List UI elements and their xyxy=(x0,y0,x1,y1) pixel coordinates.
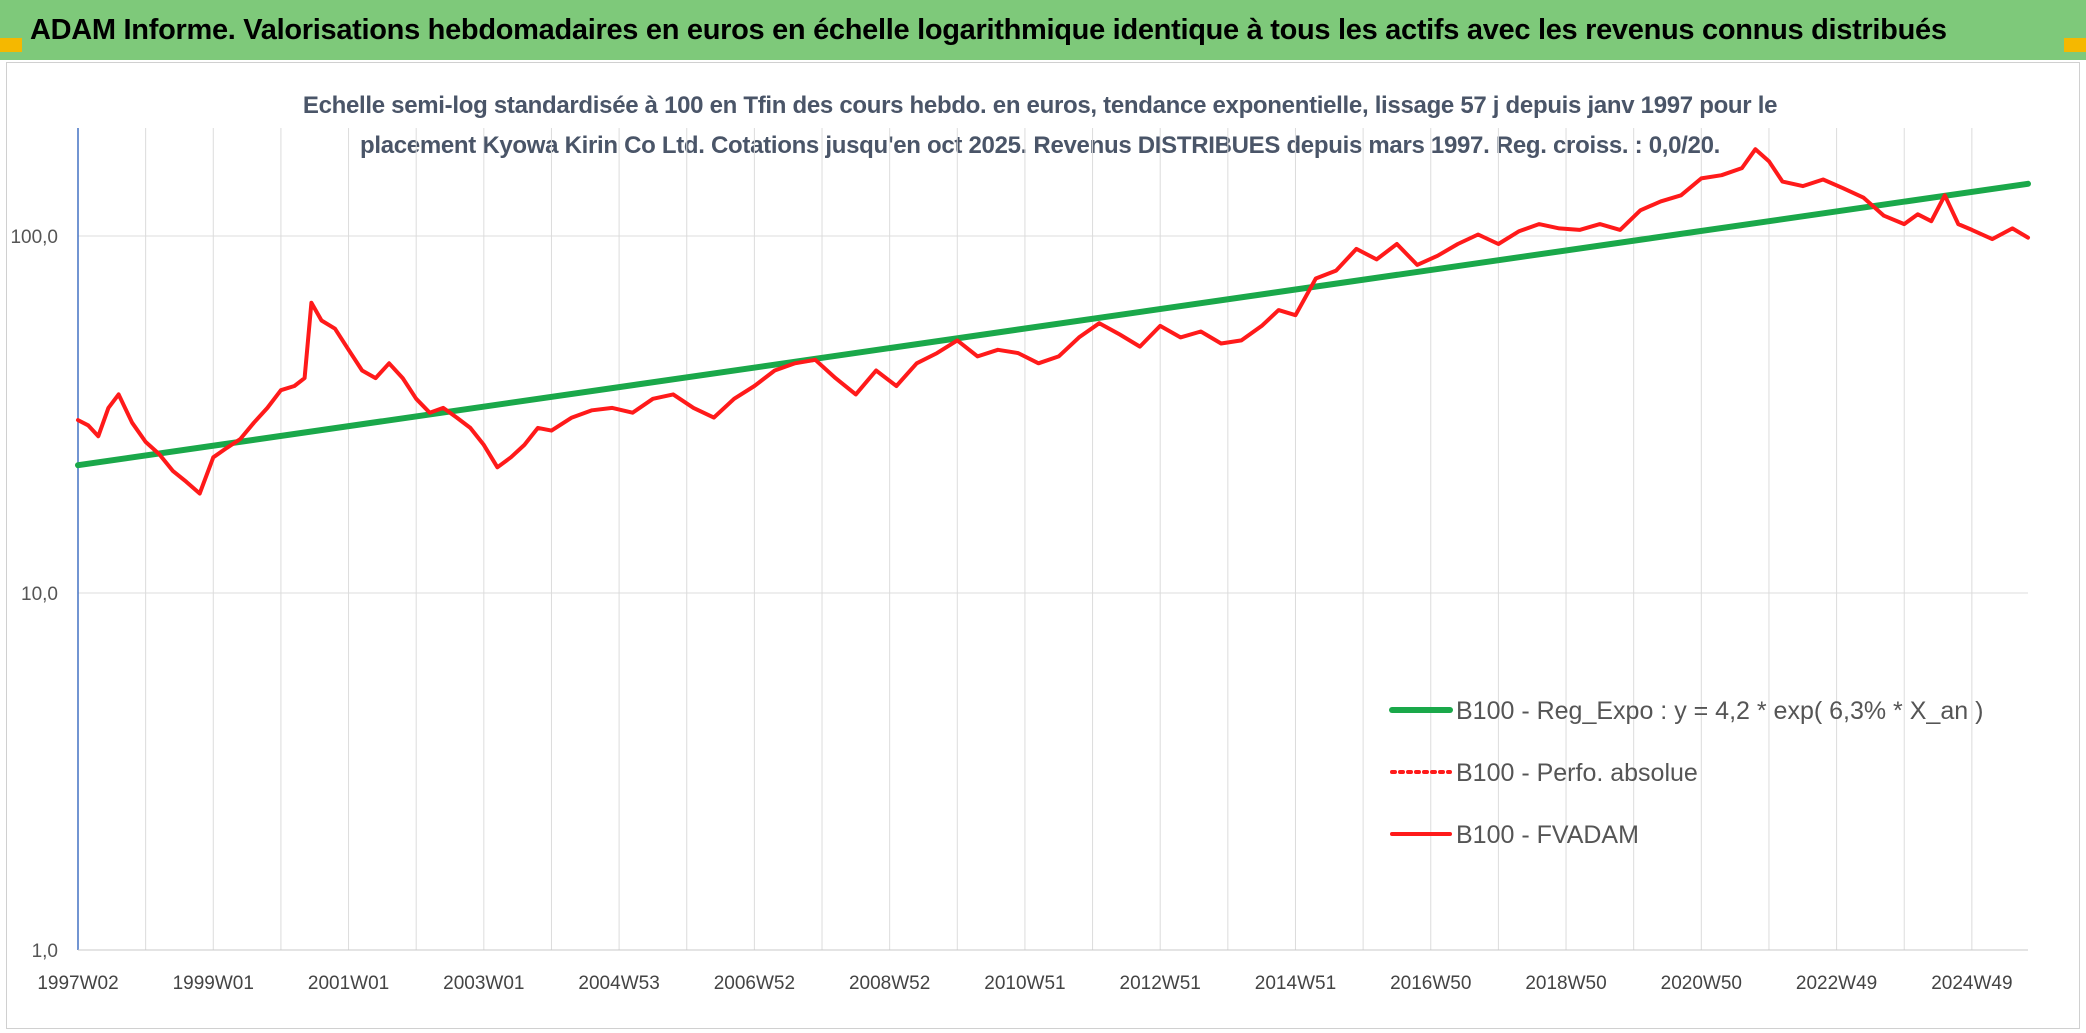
y-tick-label: 10,0 xyxy=(21,584,58,605)
y-tick-labels: 1,0 10,0 100,0 xyxy=(10,227,58,962)
y-tick-label: 1,0 xyxy=(32,941,58,962)
x-tick-label: 2016W50 xyxy=(1390,973,1471,994)
x-tick-label: 2014W51 xyxy=(1255,973,1336,994)
legend-label: B100 - Reg_Expo : y = 4,2 * exp( 6,3% * … xyxy=(1456,697,1983,725)
corner-marker-left xyxy=(0,38,22,52)
fvadam-line xyxy=(76,147,2030,496)
y-tick-label: 100,0 xyxy=(10,227,58,248)
series-layer xyxy=(75,147,2031,496)
legend: B100 - Reg_Expo : y = 4,2 * exp( 6,3% * … xyxy=(1389,697,1983,849)
chart-title: Echelle semi-log standardisée à 100 en T… xyxy=(180,86,1900,166)
x-tick-label: 2003W01 xyxy=(443,973,524,994)
chart-title-line-1: Echelle semi-log standardisée à 100 en T… xyxy=(302,92,1778,119)
x-tick-label: 2008W52 xyxy=(849,973,930,994)
x-tick-label: 2001W01 xyxy=(308,973,389,994)
chart-title-line-2: placement Kyowa Kirin Co Ltd. Cotations … xyxy=(359,132,1721,159)
x-tick-label: 2012W51 xyxy=(1120,973,1201,994)
x-tick-label: 2004W53 xyxy=(578,973,659,994)
x-tick-label: 2006W52 xyxy=(714,973,795,994)
x-tick-label: 2018W50 xyxy=(1525,973,1606,994)
x-tick-label: 2024W49 xyxy=(1931,973,2012,994)
x-tick-label: 1997W02 xyxy=(37,973,118,994)
grid-vertical xyxy=(77,128,1973,950)
x-tick-labels: 1997W02 1999W01 2001W01 2003W01 2004W53 2006W… xyxy=(37,973,2012,994)
x-tick-label: 2010W51 xyxy=(984,973,1065,994)
legend-label: B100 - Perfo. absolue xyxy=(1456,759,1698,787)
chart-frame xyxy=(6,62,2080,1029)
regression-line xyxy=(75,180,2031,469)
x-tick-label: 2020W50 xyxy=(1661,973,1742,994)
page-title: ADAM Informe. Valorisations hebdomadaire… xyxy=(30,13,1947,46)
legend-label: B100 - FVADAM xyxy=(1456,821,1639,849)
x-tick-label: 2022W49 xyxy=(1796,973,1877,994)
grid-horizontal xyxy=(78,235,2028,951)
header-banner: ADAM Informe. Valorisations hebdomadaire… xyxy=(0,0,2086,60)
corner-marker-right xyxy=(2064,38,2086,52)
x-tick-label: 1999W01 xyxy=(173,973,254,994)
